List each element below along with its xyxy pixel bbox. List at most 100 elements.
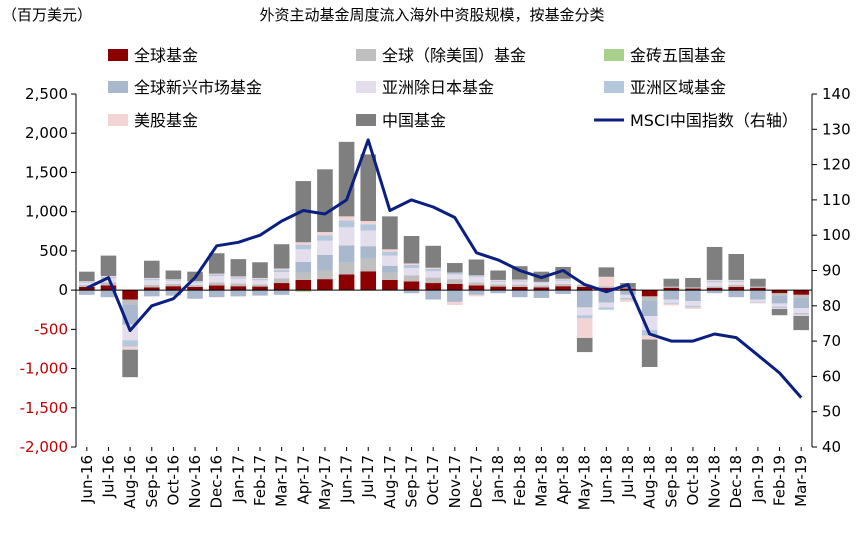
x-tick-label: Mar-18 bbox=[532, 455, 550, 507]
x-tick-label: Jul-16 bbox=[99, 455, 117, 499]
bar-segment bbox=[79, 285, 95, 287]
bar-segment bbox=[598, 287, 615, 291]
bar-segment bbox=[620, 288, 636, 291]
bar-segment bbox=[598, 267, 615, 277]
bar-segment bbox=[728, 280, 745, 282]
bar-segment bbox=[641, 335, 658, 340]
bar-segment bbox=[685, 287, 701, 289]
bar-segment bbox=[533, 283, 550, 286]
bar-segment bbox=[490, 279, 506, 281]
axes-layer: 2,500 2,000 1,500 1,000 500 0 -500 -1,000 -1,500… bbox=[20, 85, 851, 510]
x-tick-label: Jun-17 bbox=[338, 455, 356, 504]
bar-segment bbox=[555, 279, 571, 281]
bar-segment bbox=[706, 286, 723, 288]
bar-segment bbox=[338, 245, 355, 263]
chart-title: 外资主动基金周度流入海外中资股规模，按基金分类 bbox=[259, 6, 604, 24]
bar-segment bbox=[728, 285, 745, 287]
bar-segment bbox=[252, 286, 268, 291]
bar-segment bbox=[252, 290, 268, 296]
bar-segment bbox=[338, 227, 355, 246]
bar-segment bbox=[143, 290, 160, 297]
legend-swatch bbox=[108, 81, 128, 93]
bar-segment bbox=[382, 216, 398, 250]
x-tick-label: Aug-18 bbox=[641, 455, 659, 509]
bar-segment bbox=[620, 297, 636, 300]
x-tick-label: May-18 bbox=[576, 455, 594, 510]
bar-segment bbox=[403, 235, 420, 264]
bar-segment bbox=[598, 290, 615, 303]
bar-segment bbox=[187, 285, 203, 287]
bar-segment bbox=[533, 282, 550, 284]
x-tick-label: Aug-16 bbox=[121, 455, 139, 509]
bar-segment bbox=[79, 282, 95, 286]
bar-segment bbox=[663, 290, 680, 300]
bar-segment bbox=[620, 299, 636, 302]
legend-label: 亚洲除日本基金 bbox=[382, 78, 494, 97]
bar-segment bbox=[230, 277, 247, 279]
bar-segment bbox=[468, 294, 485, 297]
bar-segment bbox=[576, 286, 593, 291]
bar-segment bbox=[468, 259, 485, 276]
bar-segment bbox=[706, 287, 723, 291]
bar-segment bbox=[468, 276, 485, 283]
bar-segment bbox=[511, 281, 528, 285]
x-tick-label: Feb-18 bbox=[511, 455, 529, 506]
x-tick-label: Jul-17 bbox=[359, 455, 377, 499]
bar-segment bbox=[663, 287, 680, 291]
bar-segment bbox=[793, 297, 809, 309]
left-tick-label: 2,500 bbox=[25, 85, 68, 103]
bar-segment bbox=[490, 270, 506, 280]
x-tick-label: Oct-17 bbox=[424, 455, 442, 505]
left-tick-label: -1,500 bbox=[20, 399, 68, 417]
bar-segment bbox=[793, 308, 809, 313]
bar-segment bbox=[576, 315, 593, 319]
x-tick-label: Nov-18 bbox=[706, 455, 724, 508]
bar-segment bbox=[468, 282, 485, 286]
bar-segment bbox=[360, 230, 377, 247]
bar-segment bbox=[728, 254, 745, 280]
bars-layer bbox=[79, 141, 809, 378]
legend-label: 全球基金 bbox=[134, 46, 198, 65]
legend-swatch bbox=[108, 49, 128, 61]
bar-segment bbox=[230, 276, 247, 278]
bar-segment bbox=[122, 346, 138, 350]
bar-segment bbox=[165, 279, 182, 281]
bar-segment bbox=[641, 296, 658, 301]
bar-segment bbox=[771, 293, 788, 296]
bar-segment bbox=[295, 249, 312, 262]
bar-segment bbox=[555, 286, 571, 291]
x-tick-label: Oct-18 bbox=[684, 455, 702, 505]
x-tick-label: Feb-17 bbox=[251, 455, 269, 506]
bar-segment bbox=[555, 283, 571, 287]
bar-segment bbox=[295, 272, 312, 280]
bar-segment bbox=[338, 220, 355, 228]
bar-segment bbox=[663, 303, 680, 306]
bar-segment bbox=[338, 262, 355, 275]
bar-segment bbox=[230, 290, 247, 297]
bar-segment bbox=[728, 290, 745, 298]
bar-segment bbox=[403, 275, 420, 282]
bar-segment bbox=[317, 254, 333, 271]
bar-segment bbox=[598, 286, 615, 288]
bar-segment bbox=[706, 290, 723, 294]
bar-segment bbox=[143, 287, 160, 291]
right-tick-label: 120 bbox=[822, 156, 851, 174]
legend-swatch bbox=[356, 49, 376, 61]
bar-segment bbox=[425, 271, 441, 278]
bar-segment bbox=[403, 263, 420, 266]
bar-segment bbox=[706, 246, 723, 280]
legend-swatch bbox=[356, 114, 376, 126]
bar-segment bbox=[750, 287, 766, 291]
bar-segment bbox=[143, 260, 160, 278]
legend-label: 美股基金 bbox=[134, 111, 198, 130]
bar-segment bbox=[208, 285, 225, 291]
bar-segment bbox=[576, 290, 593, 308]
bar-segment bbox=[641, 339, 658, 367]
x-tick-label: Apr-17 bbox=[294, 455, 312, 505]
x-tick-label: May-17 bbox=[316, 455, 334, 510]
legend-label: 全球新兴市场基金 bbox=[134, 78, 262, 97]
bar-segment bbox=[317, 240, 333, 255]
bar-segment bbox=[360, 221, 377, 225]
x-tick-label: Dec-17 bbox=[467, 455, 485, 509]
